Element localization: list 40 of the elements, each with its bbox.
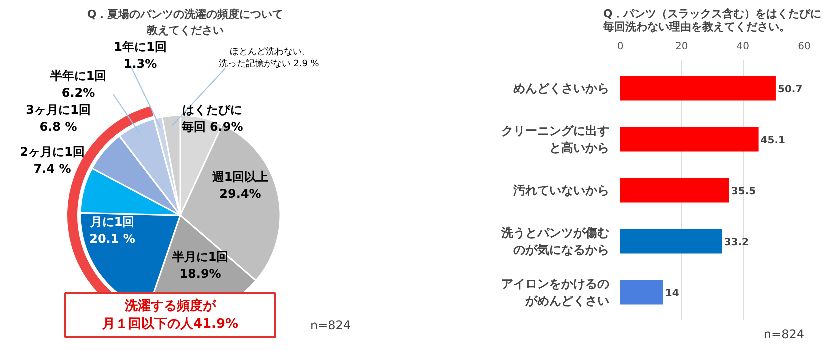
data-label: 6.2% [62,86,96,100]
slice-label: 月に1回 [89,215,135,230]
y-tick-label: アイロンをかけるのがめんどくさい [502,277,610,308]
data-label: 33.2 [724,237,750,248]
chart-title: Q．夏場のパンツの洗濯の頻度について教えてください [87,8,284,37]
data-label: 7.4 % [34,162,72,176]
y-tick-label: めんどくさいから [514,82,610,96]
data-label: 14 [665,288,680,300]
bar [620,280,664,305]
bar [620,127,759,152]
text: 洗濯する頻度が月１回以下の人41.9% [101,298,239,332]
slice-label: 週1回以上 [211,170,269,184]
text: n=824 [310,318,352,332]
y-tick-label: 汚れていないから [512,184,610,198]
bar [620,229,722,254]
x-tick-label: 0 [617,42,624,52]
y-tick-label: クリーニングに出すと高いから [502,124,610,155]
data-label: 35.5 [731,186,756,198]
data-label: 1.3% [124,56,158,71]
slice-label: 2ヶ月に1回 [20,145,85,160]
x-tick-label: 20 [675,42,688,52]
data-label: 50.7 [778,84,803,96]
data-label: 6.8 % [40,120,78,134]
slice-label: はくたびに毎回 6.9% [180,103,244,134]
slice-label: ほとんど洗わない、洗った記憶がない 2.9 % [218,46,320,70]
y-tick-label: 洗うとパンツが傷むのが気になるから [500,226,610,257]
bar [620,76,776,101]
slice-label: 半年に1回 [49,69,107,84]
slice-label: 1年に1回 [114,40,167,54]
x-tick-label: 40 [736,42,750,52]
chart-title: Q．パンツ（スラックス含む）をはくたびに毎回洗わない理由を教えてください。 [602,8,822,34]
data-label: 18.9% [180,266,222,281]
text: n=824 [764,328,805,342]
data-label: 45.1 [760,136,786,147]
bar [620,178,730,203]
data-label: 20.1 % [90,232,136,246]
slice-label: 3ヶ月に1回 [26,103,91,118]
data-label: 29.4% [220,186,262,201]
slice-label: 半月に1回 [171,250,229,264]
x-tick-label: 60 [798,42,811,52]
